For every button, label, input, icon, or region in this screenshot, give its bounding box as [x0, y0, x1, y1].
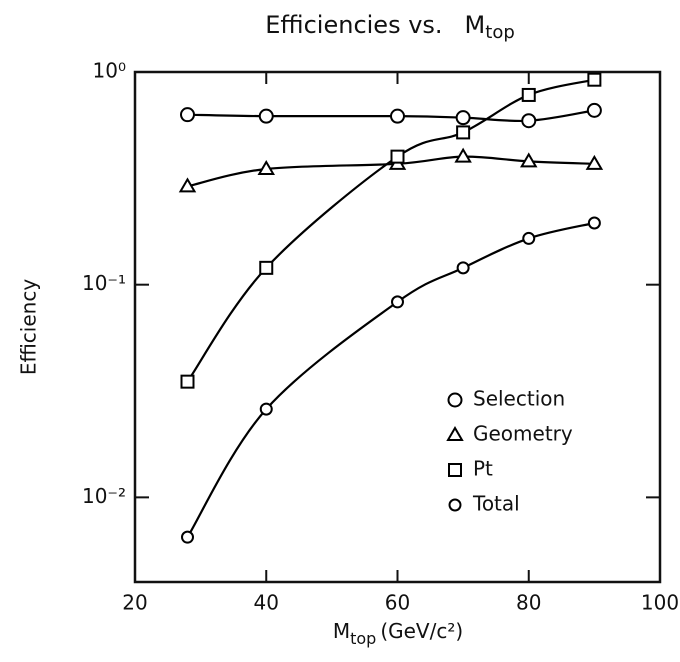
legend-label: Pt	[473, 457, 493, 481]
xlabel-symbol: M	[333, 619, 350, 643]
marker	[587, 72, 602, 87]
marker	[520, 152, 538, 168]
legend-marker	[448, 498, 462, 512]
marker	[587, 216, 601, 230]
marker	[456, 261, 470, 275]
marker	[455, 110, 471, 126]
marker	[586, 102, 602, 118]
marker	[390, 108, 405, 124]
marker	[257, 159, 275, 175]
legend-marker	[448, 463, 462, 477]
marker	[521, 87, 536, 102]
x-tick-label: 20	[122, 591, 147, 615]
legend-label: Selection	[473, 387, 565, 411]
marker	[585, 154, 604, 170]
marker	[180, 107, 195, 123]
marker	[258, 108, 274, 124]
xlabel-unit: (GeV/c²)	[380, 619, 463, 643]
legend-marker	[446, 426, 464, 441]
marker	[178, 177, 197, 193]
marker	[180, 374, 195, 389]
marker	[522, 231, 536, 245]
marker	[181, 530, 194, 544]
y-tick-label: 10⁻²	[82, 484, 126, 508]
marker	[390, 149, 405, 164]
marker	[454, 147, 472, 163]
x-tick-label: 80	[516, 591, 541, 615]
legend-label: Geometry	[473, 422, 573, 446]
xlabel-subscript: top	[350, 629, 376, 648]
marker	[521, 113, 537, 129]
x-tick-label: 100	[641, 591, 679, 615]
chart-title: Efficiencies vs. Mtop	[265, 11, 515, 43]
legend-marker	[447, 392, 463, 408]
title-symbol: M	[465, 11, 486, 39]
marker	[391, 295, 404, 309]
plot-frame	[133, 70, 662, 584]
legend-label: Total	[472, 492, 520, 516]
marker	[259, 402, 273, 416]
y-tick-label: 10⁻¹	[82, 271, 126, 295]
title-subscript: top	[485, 22, 515, 43]
marker	[259, 260, 274, 275]
x-axis-label: Mtop (GeV/c²)	[333, 619, 463, 648]
x-tick-label: 40	[254, 591, 279, 615]
x-tick-label: 60	[385, 591, 410, 615]
marker	[456, 125, 471, 140]
title-text: Efficiencies vs.	[265, 11, 442, 39]
series-line	[186, 221, 595, 538]
y-tick-label: 10⁰	[93, 59, 126, 83]
y-axis-label: Efficiency	[17, 279, 41, 376]
